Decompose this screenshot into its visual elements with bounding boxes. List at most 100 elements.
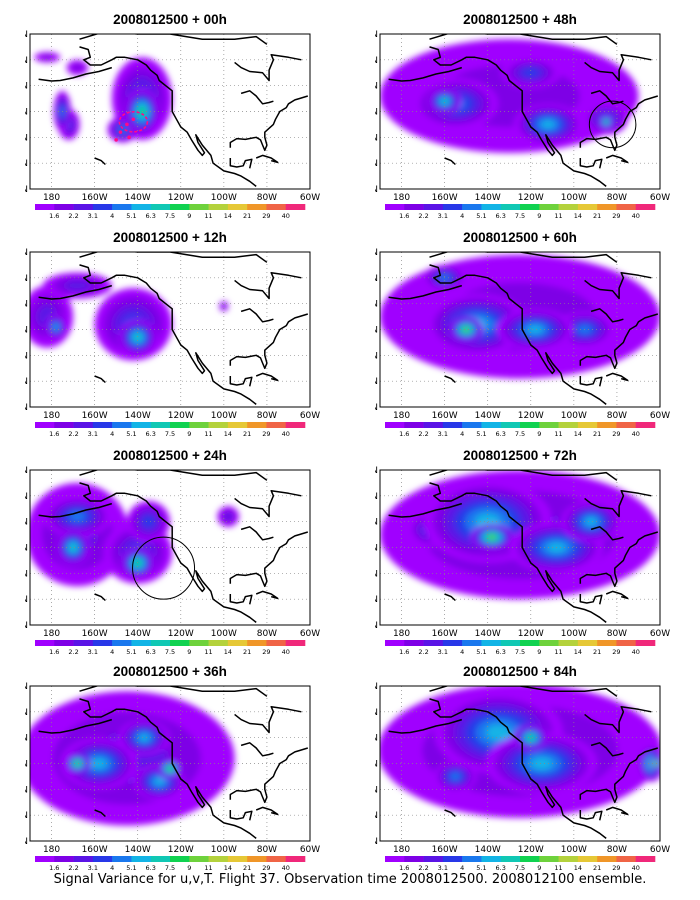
colorbar-swatch [500, 422, 521, 428]
colorbar-label: 4 [460, 864, 464, 872]
colorbar-swatch [35, 204, 55, 210]
grid [380, 686, 660, 841]
variance-contour [222, 304, 226, 309]
colorbar-swatch [112, 856, 132, 862]
lat-tick-label: 10N [375, 185, 378, 195]
coastline-path [240, 742, 274, 757]
colorbar-label: 29 [612, 864, 620, 872]
map-chart: 2008012500 + 72h 70N 60N 50N 40N 30N 20N 10N 180… [375, 448, 670, 656]
colorbar-swatch [616, 640, 637, 646]
colorbar-swatch [442, 204, 463, 210]
coastline-path [605, 590, 629, 600]
plot-frame [379, 33, 661, 190]
lat-tick-label: 30N [375, 133, 378, 143]
lon-tick-label: 60W [650, 629, 670, 639]
coastline-path [79, 264, 257, 405]
colorbar-swatch [385, 856, 405, 862]
coastline-path [79, 698, 257, 839]
lat-tick-label: 20N [375, 377, 378, 387]
lon-tick-label: 160W [432, 845, 458, 855]
colorbar-label: 4 [110, 430, 114, 438]
observation-point [127, 135, 131, 140]
variance-contour [530, 757, 553, 770]
coastline-path [79, 252, 268, 263]
coastline-path [229, 313, 309, 370]
colorbar-swatch [385, 204, 405, 210]
panel-title: 2008012500 + 84h [463, 664, 577, 679]
colorbar-label: 9 [187, 864, 191, 872]
colorbar-label: 7.5 [515, 430, 525, 438]
colorbar-swatch [266, 204, 287, 210]
lat-tick-label: 20N [375, 811, 378, 821]
grid [30, 34, 310, 189]
lon-tick-label: 160W [432, 629, 458, 639]
colorbar-label: 6.3 [496, 212, 506, 220]
coastline-path [584, 705, 652, 734]
figure-caption: Signal Variance for u,v,T. Flight 37. Ob… [53, 872, 647, 887]
map-chart: 2008012500 + 36h 70N 60N 50N 40N 30N 20N 10N 180… [25, 664, 320, 872]
panel-title: 2008012500 + 36h [113, 664, 227, 679]
colorbar-label: 14 [224, 212, 232, 220]
observation-point [114, 138, 118, 142]
coastline-path [229, 810, 253, 821]
colorbar-swatch [462, 204, 482, 210]
colorbar-swatch [208, 856, 229, 862]
colorbar-swatch [597, 856, 617, 862]
colorbar-label: 9 [537, 648, 541, 656]
variance-field [380, 39, 639, 153]
grid [30, 686, 310, 841]
colorbar-swatch [404, 856, 424, 862]
colorbar-swatch [539, 640, 559, 646]
lon-tick-label: 60W [650, 193, 670, 203]
lon-tick-label: 100W [561, 845, 587, 855]
lon-tick-label: 60W [650, 845, 670, 855]
colorbar-swatch [112, 204, 132, 210]
lat-tick-label: 70N [375, 466, 378, 476]
colorbar-swatch [558, 422, 579, 428]
variance-field [380, 254, 660, 379]
colorbar-label: 2.2 [68, 648, 78, 656]
coastline-path [94, 593, 106, 602]
lon-tick-label: 120W [518, 411, 544, 421]
coastline-path [429, 482, 607, 623]
lat-tick-label: 50N [375, 518, 378, 528]
colorbar-label: 3.1 [438, 212, 448, 220]
colorbar-label: 29 [262, 864, 270, 872]
colorbar-label: 2.2 [68, 430, 78, 438]
colorbar-label: 9 [187, 648, 191, 656]
lon-tick-label: 180 [43, 411, 60, 421]
coastline-path [579, 313, 659, 370]
lat-tick-label: 50N [375, 300, 378, 310]
colorbar-swatch [442, 640, 463, 646]
lat-tick-label: 10N [375, 837, 378, 847]
lat-tick-label: 10N [25, 621, 28, 631]
colorbar-swatch [150, 640, 171, 646]
coastline-path [590, 742, 624, 757]
lon-tick-label: 180 [43, 845, 60, 855]
colorbar-label: 4 [460, 648, 464, 656]
plot-frame [379, 251, 661, 408]
lat-tick-label: 30N [375, 569, 378, 579]
lon-tick-label: 160W [82, 629, 108, 639]
colorbar-swatch [112, 422, 132, 428]
lon-tick-label: 140W [125, 845, 151, 855]
colorbar-label: 9 [537, 212, 541, 220]
colorbar-swatch [285, 640, 306, 646]
colorbar-label: 21 [593, 212, 601, 220]
colorbar-swatch [266, 640, 287, 646]
lat-tick-label: 10N [25, 185, 28, 195]
lon-tick-label: 140W [125, 629, 151, 639]
colorbar-label: 1.6 [49, 430, 59, 438]
colorbar-swatch [616, 422, 637, 428]
lat-tick-label: 10N [25, 403, 28, 413]
colorbar-label: 3.1 [438, 864, 448, 872]
grid [380, 34, 660, 189]
colorbar-swatch [520, 422, 540, 428]
variance-contour [154, 778, 165, 786]
colorbar-label: 3.1 [88, 648, 98, 656]
colorbar-label: 40 [282, 864, 290, 872]
coastline-path [429, 470, 618, 481]
coastline-path [388, 66, 463, 82]
lon-tick-label: 100W [211, 193, 237, 203]
panel-title: 2008012500 + 48h [463, 12, 577, 27]
